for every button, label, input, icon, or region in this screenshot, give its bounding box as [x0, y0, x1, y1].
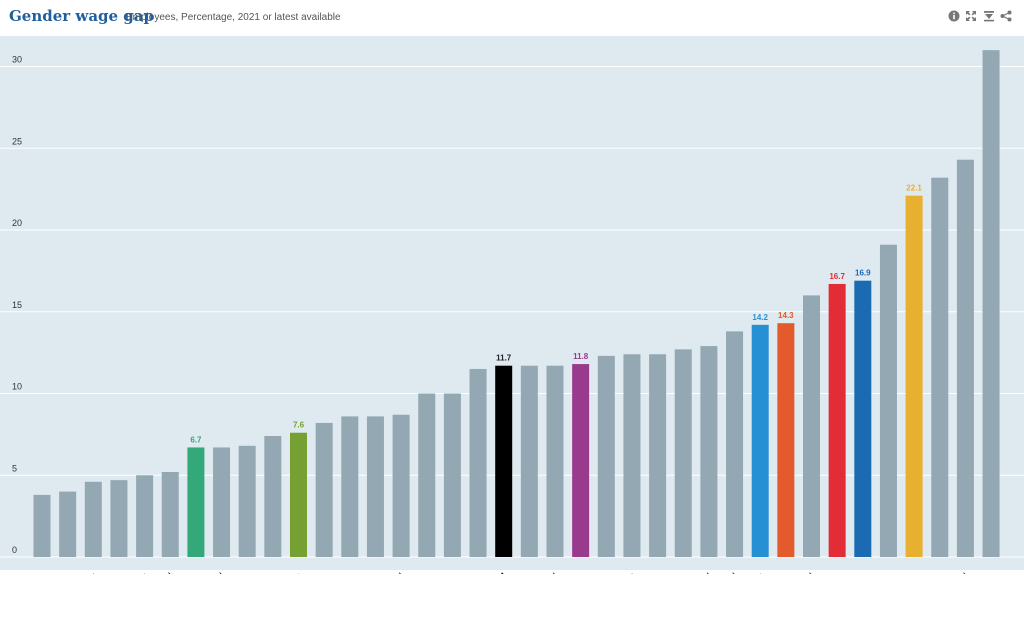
x-tick-label: Japan	[893, 571, 920, 574]
bar[interactable]	[392, 414, 410, 557]
y-tick-label: 30	[12, 55, 22, 65]
data-label: 14.3	[778, 311, 794, 320]
bar[interactable]	[905, 195, 923, 558]
y-tick-label: 5	[12, 463, 17, 473]
y-tick-label: 25	[12, 136, 22, 146]
y-tick-label: 10	[12, 382, 22, 392]
bar[interactable]	[956, 159, 974, 557]
bar[interactable]	[110, 480, 128, 557]
x-tick-label: Italy	[284, 571, 305, 574]
expand-icon[interactable]	[965, 10, 977, 22]
bar[interactable]	[84, 481, 102, 557]
bar-chart: 051015202530BelgiumColombiaNorwayCosta R…	[0, 36, 1024, 630]
data-label: 16.9	[855, 269, 871, 278]
x-tick-label: Switzerland	[696, 571, 740, 574]
bar[interactable]	[341, 416, 359, 557]
data-label: 11.8	[573, 352, 589, 361]
bar[interactable]	[546, 365, 564, 557]
bar[interactable]	[879, 244, 897, 557]
x-tick-label: Finland	[787, 571, 818, 574]
bar[interactable]	[828, 283, 846, 557]
x-tick-label: United Kingdom	[734, 571, 792, 574]
chart-title: Gender wage gap	[9, 7, 154, 25]
bar[interactable]	[623, 354, 641, 557]
x-tick-label: OECD - Total	[459, 571, 510, 574]
data-label: 14.2	[752, 313, 768, 322]
bar[interactable]	[649, 354, 667, 557]
x-tick-label: Spain	[356, 571, 382, 574]
bar[interactable]	[751, 324, 769, 557]
bar[interactable]	[315, 422, 333, 557]
bar[interactable]	[418, 393, 436, 558]
bar[interactable]	[803, 295, 820, 557]
chart-subtitle: Employees, Percentage, 2021 or latest av…	[126, 12, 341, 23]
bar[interactable]	[59, 491, 77, 557]
x-tick-label: Korea	[971, 571, 998, 574]
data-label: 11.7	[496, 354, 512, 363]
x-tick-label: Sweden	[246, 571, 279, 574]
data-label: 16.7	[829, 272, 845, 281]
x-tick-label: Netherlands	[643, 571, 689, 574]
bar[interactable]	[264, 436, 282, 557]
x-tick-label: Iceland	[684, 571, 715, 574]
x-tick-label: Slovenia	[295, 571, 330, 574]
bar[interactable]	[443, 393, 461, 558]
bar[interactable]	[187, 447, 205, 557]
x-tick-label: Czech Republic	[427, 571, 484, 574]
x-tick-label: Belgium	[15, 571, 48, 574]
x-tick-label: Ireland	[147, 571, 176, 574]
x-tick-label: Austria	[634, 571, 664, 574]
bar[interactable]	[726, 331, 744, 557]
data-label: 22.1	[906, 184, 922, 193]
bar[interactable]	[290, 432, 307, 557]
bar[interactable]	[931, 177, 949, 557]
x-tick-label: Slovak Republic	[477, 571, 535, 574]
bar[interactable]	[777, 323, 795, 557]
x-tick-label: Hungary	[604, 571, 639, 574]
bar[interactable]	[572, 364, 590, 557]
bar[interactable]	[136, 475, 154, 557]
x-tick-label: Israel	[946, 571, 971, 574]
x-tick-label: France	[557, 571, 587, 574]
bar[interactable]	[674, 349, 692, 557]
x-tick-label: Greece	[428, 571, 459, 574]
x-tick-label: Canada	[811, 571, 844, 574]
bar[interactable]	[982, 50, 1000, 558]
chart-area: 051015202530BelgiumColombiaNorwayCosta R…	[0, 34, 1024, 630]
bar[interactable]	[213, 447, 231, 557]
x-tick-label: Latvia	[919, 571, 946, 574]
data-label: 7.6	[293, 421, 305, 430]
x-tick-label: Norway	[68, 571, 100, 574]
chart-header: Gender wage gap Employees, Percentage, 2…	[0, 0, 1024, 34]
y-tick-label: 15	[12, 300, 22, 310]
bar[interactable]	[700, 346, 718, 557]
bar[interactable]	[495, 365, 513, 557]
x-tick-label: Mexico	[172, 571, 202, 574]
x-tick-label: New Zealand	[178, 571, 227, 574]
x-tick-label: Chile	[332, 571, 356, 574]
x-tick-label: Lithuania	[217, 571, 254, 574]
x-tick-label: Portugal	[527, 571, 561, 574]
x-tick-label: Türkiye	[402, 571, 433, 574]
bar[interactable]	[238, 445, 256, 557]
bar[interactable]	[366, 416, 384, 557]
x-tick-label: Estonia	[863, 571, 895, 574]
download-icon[interactable]	[983, 10, 995, 22]
x-tick-label: United States	[819, 571, 869, 574]
bar[interactable]	[597, 355, 615, 557]
bar[interactable]	[520, 365, 538, 557]
bar[interactable]	[469, 368, 487, 557]
y-tick-label: 0	[12, 545, 17, 555]
x-tick-label: Australia	[577, 571, 613, 574]
bar[interactable]	[854, 280, 872, 557]
share-icon[interactable]	[1000, 10, 1012, 22]
bar[interactable]	[33, 494, 51, 557]
info-icon[interactable]	[948, 10, 960, 22]
x-tick-label: Denmark	[114, 571, 151, 574]
data-label: 6.7	[190, 435, 202, 444]
bar[interactable]	[161, 471, 179, 557]
y-tick-label: 20	[12, 218, 22, 228]
x-tick-label: Poland	[377, 571, 407, 574]
